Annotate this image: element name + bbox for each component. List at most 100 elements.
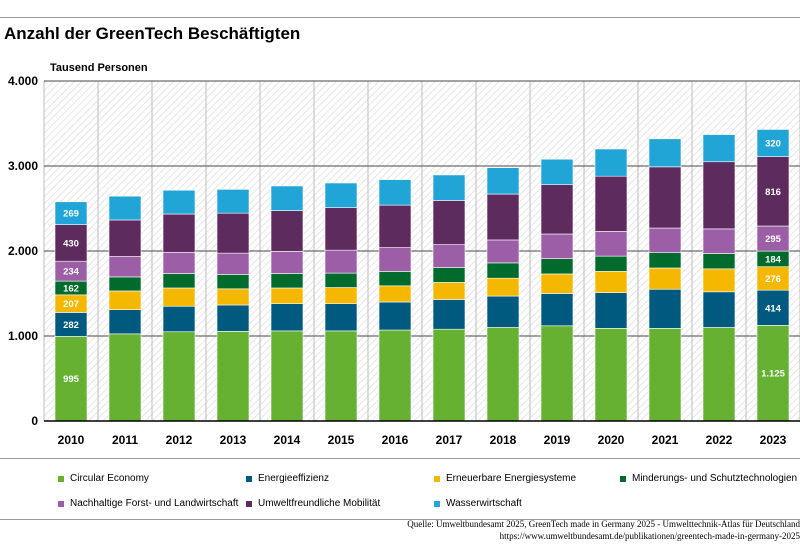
legend-item: Circular Economy <box>58 473 149 484</box>
bar-segment <box>378 301 412 331</box>
bar-segment <box>702 327 736 422</box>
chart-title: Anzahl der GreenTech Beschäftigten <box>4 24 301 43</box>
data-label: 269 <box>63 209 79 220</box>
bar-segment <box>648 138 682 168</box>
bar-segment <box>162 213 196 253</box>
x-tick-label: 2022 <box>706 433 733 447</box>
bar-segment <box>540 233 574 259</box>
data-label: 234 <box>63 267 80 278</box>
legend-item: Umweltfreundliche Mobilität <box>246 498 380 509</box>
data-label: 816 <box>765 187 781 198</box>
legend-label: Umweltfreundliche Mobilität <box>258 498 381 509</box>
bar-segment <box>486 167 520 195</box>
bar-segment <box>216 274 250 290</box>
bar-segment <box>108 276 142 292</box>
x-tick-label: 2023 <box>760 433 787 447</box>
bar-segment <box>594 292 628 329</box>
x-tick-label: 2012 <box>166 433 193 447</box>
legend-swatch <box>434 500 440 507</box>
stacked-bar-chart: 995 282 207 162 234 430 269 1.125 414 276 184 295 81… <box>8 74 800 447</box>
bar-segment <box>324 303 358 332</box>
bar-segment <box>108 195 142 221</box>
y-axis-label: Tausend Personen <box>50 62 148 74</box>
bar-segment <box>216 331 250 422</box>
bar-segment <box>540 158 574 185</box>
legend-label: Wasserwirtschaft <box>446 498 522 509</box>
x-tick-label: 2019 <box>544 433 571 447</box>
data-label: 1.125 <box>761 369 785 380</box>
data-label: 184 <box>765 254 782 265</box>
bar-segment <box>270 185 304 211</box>
bar-segment <box>162 331 196 422</box>
bar-segment <box>486 262 520 279</box>
bar-segment <box>324 207 358 251</box>
legend-label: Energieeffizienz <box>258 473 329 484</box>
bar-segment <box>432 282 466 300</box>
x-tick-label: 2020 <box>598 433 625 447</box>
bar-segment <box>432 328 466 422</box>
data-label: 320 <box>765 139 781 150</box>
legend-label: Erneuerbare Energiesysteme <box>446 473 577 484</box>
legend-swatch <box>434 475 440 482</box>
bar-segment <box>324 249 358 274</box>
legend-label: Minderungs- und Schutztechnologien <box>632 473 798 484</box>
bar-segment <box>162 305 196 333</box>
bar-segment <box>756 129 790 157</box>
bar-segment <box>324 287 358 304</box>
source-note: Quelle: Umweltbundesamt 2025, GreenTech … <box>407 518 800 542</box>
bar-segment <box>216 304 250 332</box>
bar-segment <box>756 225 790 252</box>
bar-segment <box>378 329 412 422</box>
bar-segment <box>594 148 628 177</box>
bar-segment <box>594 271 628 293</box>
bar-segment <box>108 309 142 335</box>
bar-segment <box>540 273 574 294</box>
bar-segment <box>108 333 142 422</box>
bar-segment <box>486 277 520 297</box>
bar-segment <box>270 273 304 289</box>
source-line-1: Quelle: Umweltbundesamt 2025, GreenTech … <box>407 519 800 529</box>
bar-segment <box>162 189 196 215</box>
legend-item: Minderungs- und Schutztechnologien <box>620 473 797 484</box>
bar-segment <box>378 247 412 272</box>
legend-label: Nachhaltige Forst- und Landwirtschaft <box>70 498 239 509</box>
legend-swatch <box>246 475 252 482</box>
bar-segment <box>702 161 736 230</box>
bar-segment <box>594 255 628 272</box>
legend-swatch <box>620 475 626 482</box>
legend-label: Circular Economy <box>70 473 149 484</box>
legend-swatch <box>58 500 64 507</box>
bar-segment <box>540 258 574 275</box>
bar-segment <box>270 210 304 252</box>
bar-segment <box>756 289 790 326</box>
bar-segment <box>162 251 196 274</box>
bar-segment <box>594 175 628 232</box>
y-tick-label: 0 <box>31 414 38 428</box>
bar-segment <box>270 251 304 274</box>
x-tick-label: 2021 <box>652 433 679 447</box>
bar-segment <box>108 290 142 310</box>
bar-segment <box>432 174 466 201</box>
bar-segment <box>540 293 574 327</box>
legend-item: Erneuerbare Energiesysteme <box>434 473 576 484</box>
bar-segment <box>54 201 88 225</box>
bar-segment <box>270 287 304 305</box>
bar-segment <box>108 219 142 257</box>
bar-segment <box>648 227 682 254</box>
bar-segment <box>378 271 412 287</box>
legend-item: Wasserwirtschaft <box>434 498 522 509</box>
data-label: 430 <box>63 238 79 249</box>
source-line-2[interactable]: https://www.umweltbundesamt.de/publikati… <box>499 531 800 541</box>
bar-segment <box>648 252 682 269</box>
data-label: 207 <box>63 299 79 310</box>
bar-segment <box>648 267 682 290</box>
bar-segment <box>486 295 520 328</box>
data-label: 295 <box>765 234 782 245</box>
x-tick-label: 2015 <box>328 433 355 447</box>
x-tick-label: 2010 <box>58 433 85 447</box>
legend-item: Energieeffizienz <box>246 473 329 484</box>
bar-segment <box>594 231 628 257</box>
bar-segment <box>756 325 790 422</box>
bar-segment <box>324 272 358 288</box>
data-label: 282 <box>63 320 79 331</box>
